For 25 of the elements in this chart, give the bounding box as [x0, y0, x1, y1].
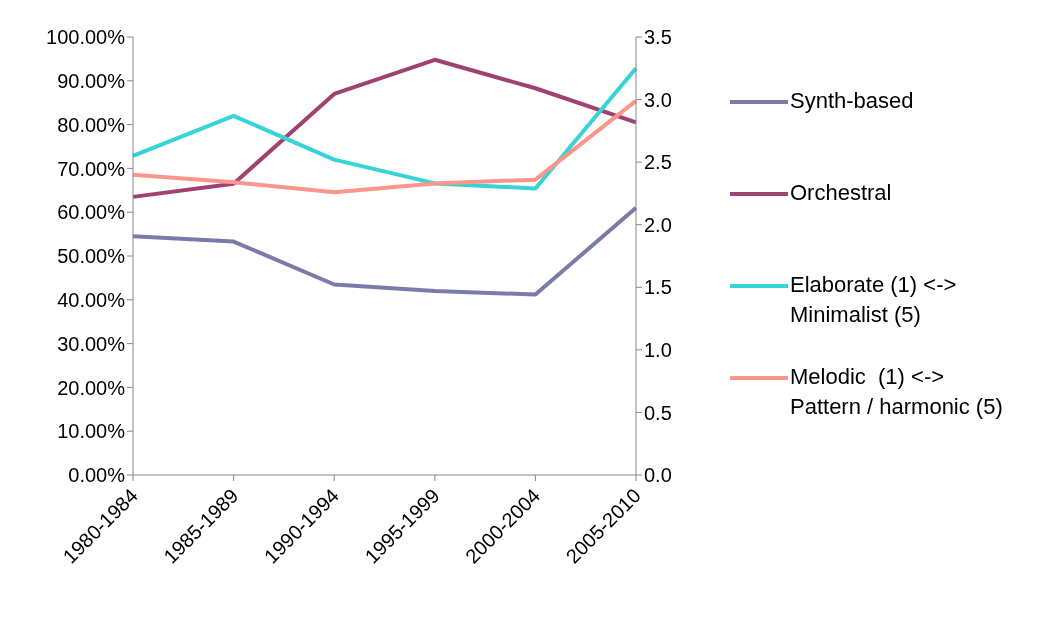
y2-tick-label: 0.5 — [644, 401, 672, 424]
y2-tick-label: 3.0 — [644, 88, 672, 111]
y-tick-label: 10.00% — [57, 420, 126, 443]
legend-label: Melodic (1) <-> Pattern / harmonic (5) — [790, 363, 1004, 421]
y2-tick-label: 2.0 — [644, 213, 672, 236]
y-tick-label: 100.00% — [46, 26, 126, 49]
line-series — [131, 98, 638, 195]
y2-tick-label: 0.0 — [644, 464, 672, 487]
y-tick-label: 70.00% — [57, 157, 126, 180]
y-tick-label: 50.00% — [57, 245, 126, 268]
y2-tick-label: 1.0 — [644, 338, 672, 361]
y-tick-label: 20.00% — [57, 376, 126, 399]
y-tick-label: 30.00% — [57, 332, 126, 355]
y-tick-label: 80.00% — [57, 113, 126, 136]
y2-tick-label: 3.5 — [644, 26, 672, 49]
legend-label: Elaborate (1) <-> Minimalist (5) — [790, 271, 958, 329]
y2-tick-label: 1.5 — [644, 276, 672, 299]
y2-tick-label: 2.5 — [644, 151, 672, 174]
y-tick-label: 60.00% — [57, 201, 126, 224]
y-tick-label: 90.00% — [57, 69, 126, 92]
y-tick-label: 40.00% — [57, 288, 126, 311]
legend-label: Orchestral — [790, 179, 893, 207]
y-tick-label: 0.00% — [68, 464, 126, 487]
line-series — [131, 205, 638, 297]
legend-label: Synth-based — [790, 87, 915, 115]
